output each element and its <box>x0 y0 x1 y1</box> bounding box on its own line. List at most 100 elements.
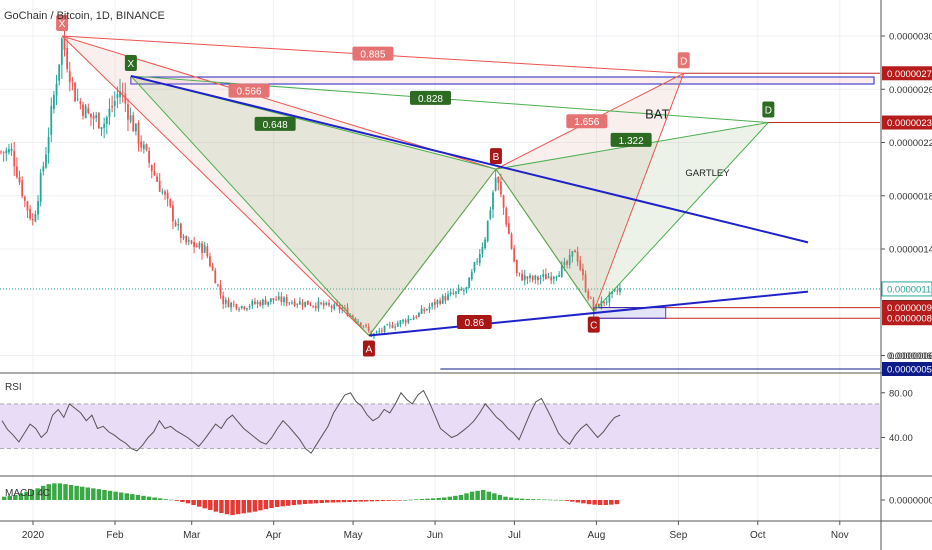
candle-body <box>388 324 391 326</box>
candle-body <box>240 305 243 309</box>
candle-body <box>589 298 592 299</box>
x-tick-label: Jul <box>508 530 521 541</box>
macd-bar <box>35 488 40 500</box>
candle-body <box>195 245 198 247</box>
macd-bar <box>258 500 263 511</box>
candle-body <box>58 64 61 81</box>
bat-xab-fill <box>62 36 496 336</box>
x-tick-label: May <box>344 530 363 541</box>
candle-body <box>39 172 42 202</box>
candle-body <box>306 300 309 305</box>
candle-body <box>127 104 129 120</box>
candle-body <box>269 298 272 303</box>
macd-bar <box>386 500 391 501</box>
macd-bar <box>280 500 285 507</box>
ratio-label: 1.656 <box>574 117 599 128</box>
candle-body <box>301 302 304 306</box>
candle-body <box>478 254 481 263</box>
candle-body <box>465 286 468 290</box>
candle-body <box>357 321 359 323</box>
candle-body <box>251 301 254 306</box>
candle-body <box>521 273 523 281</box>
candle-body <box>0 151 2 153</box>
candle-body <box>560 264 563 277</box>
zone-box <box>130 76 875 85</box>
macd-bar <box>464 493 469 500</box>
ratio-label-bg <box>352 46 394 61</box>
macd-bar <box>130 494 135 500</box>
candle-body <box>172 205 174 222</box>
candle-body <box>26 201 29 211</box>
candle-body <box>367 326 370 331</box>
point-marker: A <box>366 345 373 356</box>
candle-body <box>246 308 248 310</box>
candle-body <box>272 298 275 301</box>
trendline <box>130 74 809 244</box>
point-marker: X <box>128 59 135 70</box>
x-tick-label: Feb <box>106 530 124 541</box>
macd-bar <box>586 500 592 505</box>
macd-bar <box>79 486 85 500</box>
candlestick-series <box>0 27 621 340</box>
candle-body <box>63 35 66 51</box>
macd-bar <box>63 484 68 500</box>
candle-body <box>2 151 5 153</box>
candle-body <box>34 214 37 222</box>
candle-body <box>164 191 166 195</box>
candle-body <box>45 154 47 168</box>
price-label-bg <box>882 115 932 130</box>
candle-body <box>362 325 365 327</box>
price-label: 0.00000235 <box>887 118 932 129</box>
macd-bar <box>313 500 319 504</box>
candle-body <box>420 308 423 314</box>
point-marker: D <box>680 56 687 67</box>
candle-body <box>444 296 447 301</box>
macd-bar <box>163 499 168 500</box>
bat-leg <box>61 35 370 336</box>
ratio-label: 0.828 <box>418 94 443 105</box>
candle-body <box>529 275 531 278</box>
candle-body <box>92 115 95 119</box>
macd-bar <box>7 495 13 500</box>
candle-body <box>84 105 87 119</box>
candle-body <box>513 248 516 262</box>
macd-bar <box>107 490 113 500</box>
macd-bar <box>286 500 291 506</box>
candle-body <box>166 192 169 199</box>
price-label: 0.00000088 <box>887 314 932 325</box>
candle-body <box>568 255 571 266</box>
chart-title: GoChain / Bitcoin, 1D, BINANCE <box>4 10 165 22</box>
candle-body <box>351 315 354 318</box>
gartley-xab-fill <box>130 75 496 336</box>
gartley-leg <box>368 168 497 336</box>
macd-bar <box>547 499 553 501</box>
point-marker-bg <box>677 52 690 69</box>
x-tick-label: 2020 <box>22 530 45 541</box>
macd-bar <box>152 497 157 500</box>
candle-body <box>5 150 8 154</box>
candle-body <box>238 309 240 310</box>
x-tick-label: Mar <box>183 530 201 541</box>
ratio-label: 0.885 <box>360 50 385 61</box>
macd-bar <box>57 483 63 500</box>
candle-body <box>473 262 476 271</box>
macd-bar <box>169 499 174 501</box>
macd-bar <box>196 500 202 507</box>
macd-bar <box>24 491 29 500</box>
candle-body <box>415 316 418 318</box>
candle-body <box>60 38 63 65</box>
candle-body <box>42 166 45 172</box>
macd-bar <box>274 500 280 507</box>
macd-title: MACD 4C <box>5 488 50 499</box>
macd-bar <box>570 500 575 502</box>
macd-bar <box>497 495 503 500</box>
macd-bar <box>174 500 180 501</box>
candle-body <box>433 301 436 306</box>
candle-body <box>145 144 148 150</box>
macd-bar <box>508 497 514 500</box>
candle-body <box>79 101 82 104</box>
macd-bar <box>40 485 46 500</box>
